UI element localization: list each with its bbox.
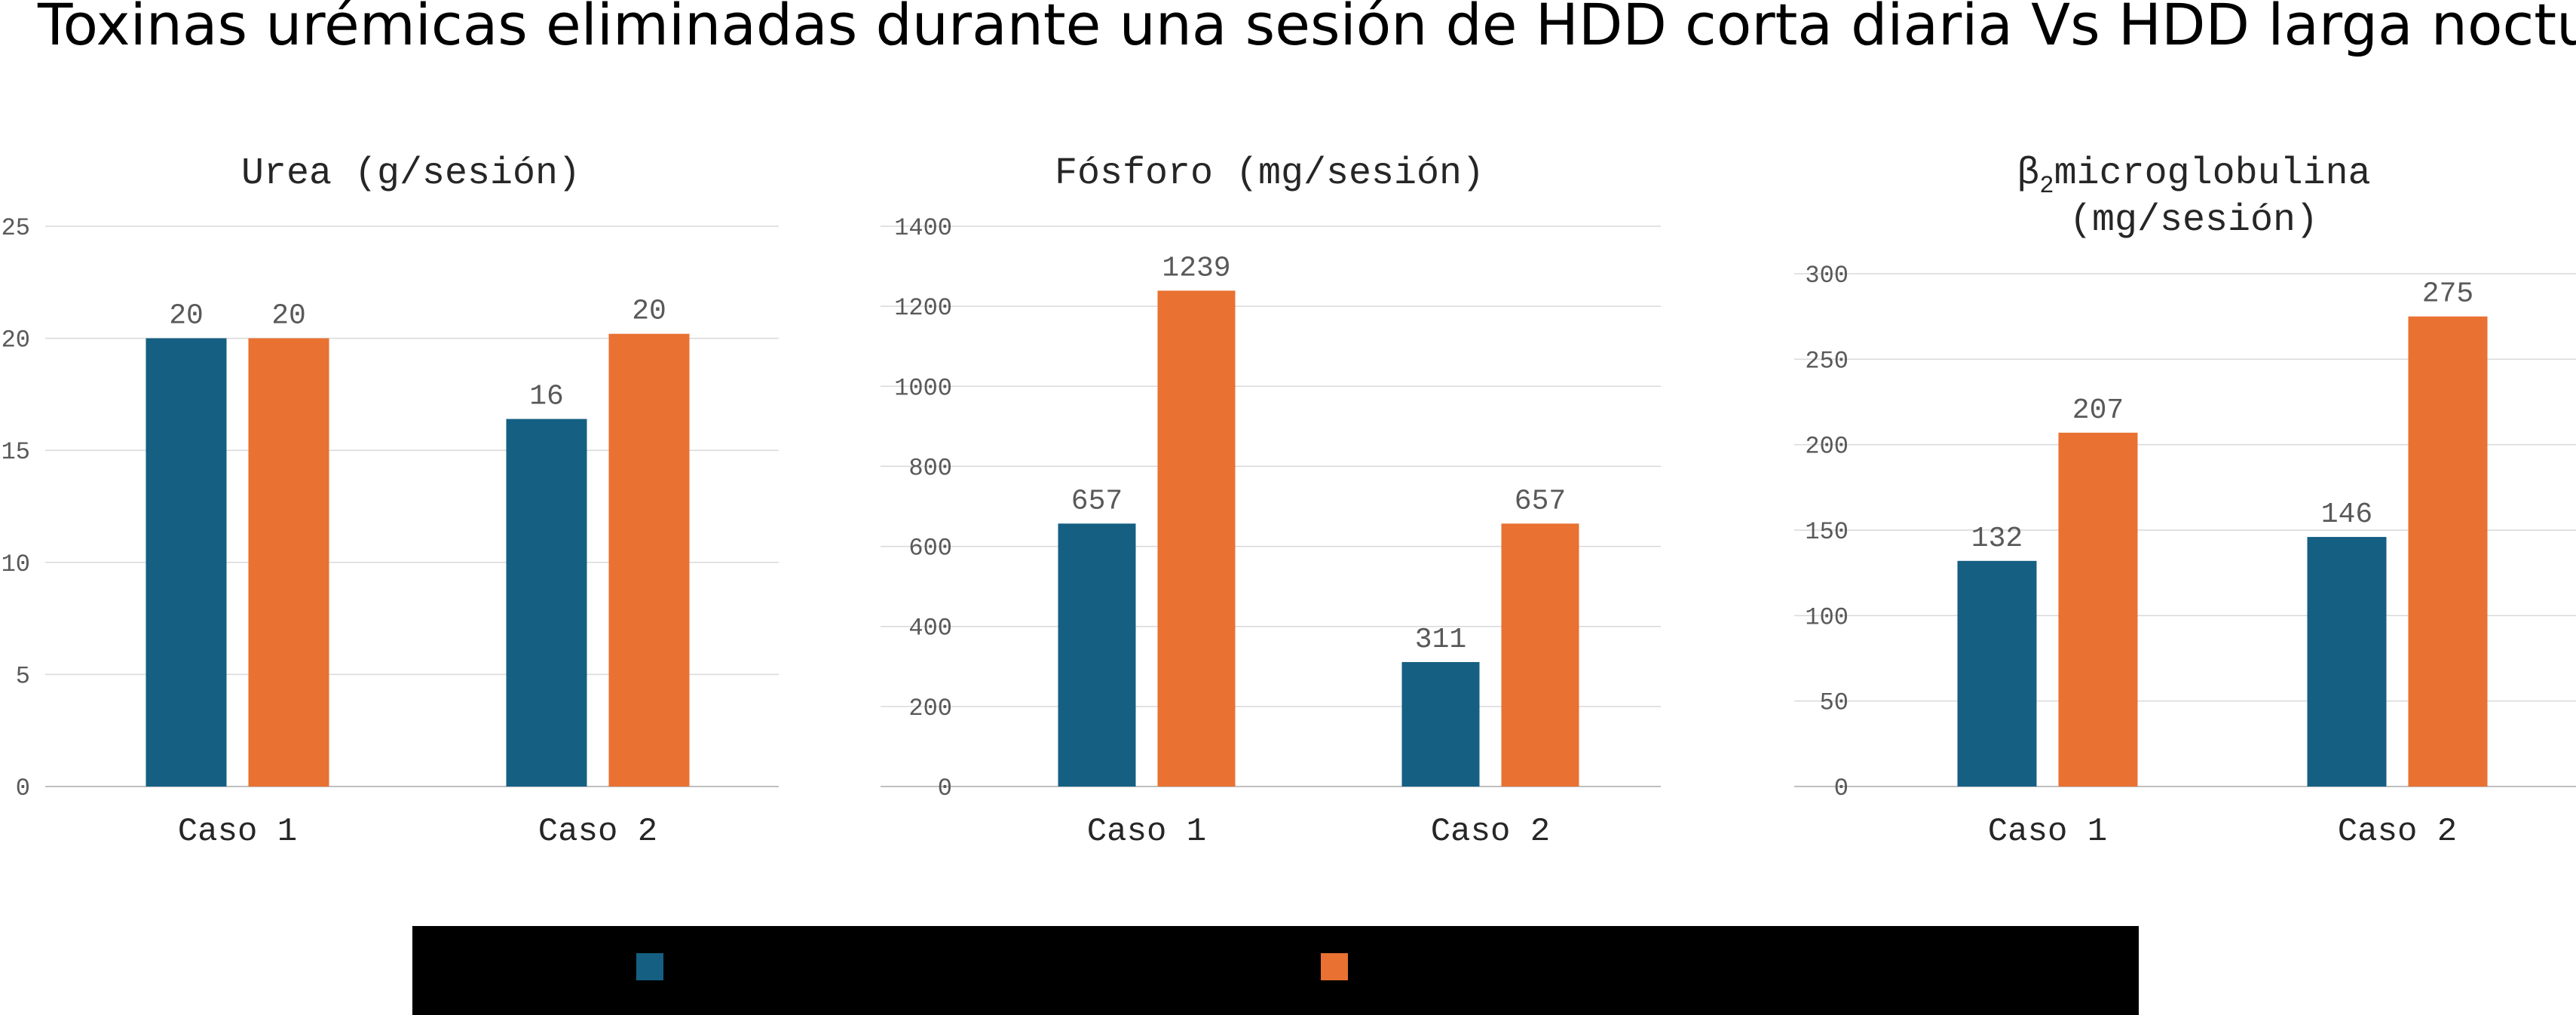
bar-series-2-caso-1: [2058, 432, 2138, 787]
page-title: Toxinas urémicas eliminadas durante una …: [38, 0, 2576, 58]
legend: [412, 926, 2139, 1015]
chart-3: 0 50 100 150 200 250 300 β2microglobulina(mg/se…: [1794, 152, 2576, 851]
data-label: 1239: [1162, 252, 1230, 284]
bar-series-2-caso-1: [248, 338, 329, 787]
y-tick-label: 10: [2, 550, 30, 578]
bar-series-1-caso-1: [145, 338, 227, 787]
chart-title: Fósforo (mg/sesión): [1055, 152, 1484, 195]
bar-series-2-caso-1: [1157, 290, 1236, 787]
chart-title-line-2: (mg/sesión): [2069, 199, 2318, 242]
bar-series-2-caso-2: [1501, 523, 1579, 787]
x-category-label: Caso 2: [2338, 813, 2457, 851]
x-category-label: Caso 2: [538, 813, 657, 851]
x-category-label: Caso 1: [178, 813, 297, 851]
bar-series-1-caso-1: [1058, 523, 1136, 787]
y-tick-label: 15: [2, 438, 30, 466]
y-tick-label: 0: [1834, 774, 1849, 802]
bar-series-2-caso-2: [2408, 316, 2488, 787]
y-tick-label: 150: [1805, 518, 1849, 546]
y-tick-label: 100: [1805, 603, 1849, 631]
y-tick-label: 1400: [894, 214, 952, 242]
chart-title-subscript: 2: [2039, 172, 2054, 200]
chart-title-prefix: β: [2017, 152, 2039, 195]
data-label: 657: [1071, 485, 1123, 517]
bar-series-1-caso-2: [506, 419, 587, 787]
y-tick-label: 300: [1805, 262, 1849, 290]
x-category-label: Caso 1: [1087, 813, 1206, 851]
data-label: 20: [271, 300, 306, 333]
y-tick-label: 0: [938, 774, 952, 802]
data-label: 657: [1515, 485, 1566, 517]
data-label: 207: [2072, 394, 2124, 427]
legend-swatch-series-1: [636, 953, 663, 980]
y-tick-label: 25: [2, 214, 30, 242]
y-tick-label: 1200: [894, 294, 952, 322]
bar-series-1-caso-2: [1401, 661, 1480, 787]
y-tick-label: 1000: [894, 374, 952, 402]
data-label: 311: [1415, 624, 1466, 656]
data-label: 20: [632, 296, 666, 328]
data-label: 16: [529, 381, 564, 413]
data-label: 275: [2422, 278, 2473, 311]
chart-1: 0 5 10 15 20 25 Urea (g/sesión) 20 16 20 20 Caso 1 C…: [2, 152, 779, 851]
x-category-label: Caso 1: [1988, 813, 2107, 851]
chart-title: β2microglobulina: [2017, 152, 2370, 200]
chart-title: Urea (g/sesión): [241, 152, 580, 195]
bar-series-1-caso-2: [2307, 537, 2387, 787]
data-label: 20: [169, 300, 204, 333]
legend-swatch-series-2: [1321, 953, 1348, 980]
y-tick-label: 50: [1820, 689, 1849, 717]
y-tick-label: 0: [16, 774, 30, 802]
bar-series-2-caso-2: [608, 333, 690, 787]
y-tick-label: 20: [2, 327, 30, 354]
y-tick-label: 400: [908, 615, 952, 642]
y-tick-label: 800: [908, 454, 952, 482]
y-tick-label: 200: [1805, 433, 1849, 461]
x-category-label: Caso 2: [1431, 813, 1550, 851]
y-tick-label: 200: [908, 695, 952, 722]
data-label: 132: [1971, 523, 2023, 555]
y-tick-label: 600: [908, 535, 952, 563]
bar-series-1-caso-1: [1957, 560, 2037, 787]
chart-2: 0 200 400 600 800 1000 1200 1400 Fósforo (mg/ses…: [881, 152, 1661, 851]
y-tick-label: 5: [16, 662, 30, 690]
y-tick-label: 250: [1805, 347, 1849, 375]
chart-title-rest: microglobulina: [2054, 152, 2371, 195]
data-label: 146: [2321, 498, 2372, 531]
